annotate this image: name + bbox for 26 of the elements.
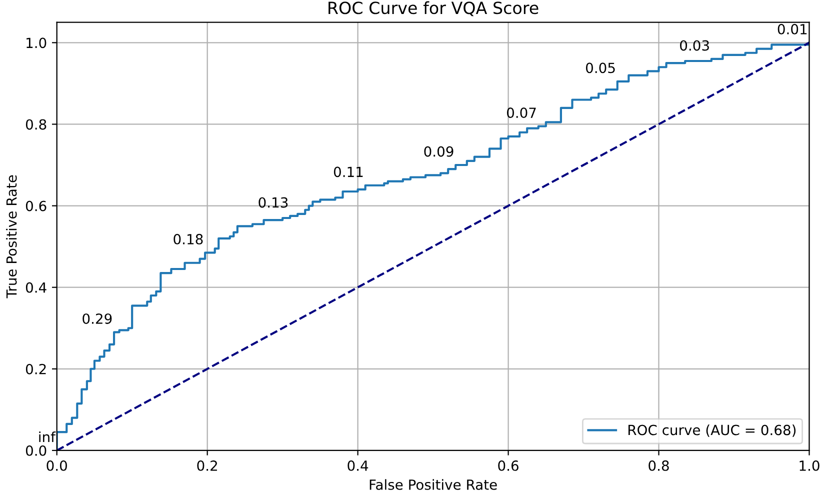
y-tick-label: 0.8 xyxy=(26,119,46,130)
annotation: 0.07 xyxy=(506,108,536,118)
x-tick-label: 1.0 xyxy=(800,460,820,471)
y-tick-label: 0.6 xyxy=(26,200,46,212)
annotation: 0.03 xyxy=(680,40,709,51)
x-axis-title: False Positive Rate xyxy=(370,479,497,490)
annotation: 0.29 xyxy=(82,313,112,324)
x-tick-label: 0.6 xyxy=(498,460,518,471)
x-tick-label: 0.8 xyxy=(648,460,669,471)
y-tick-label: 0.4 xyxy=(26,282,46,293)
annotation: 0.11 xyxy=(334,166,363,178)
chart-title: ROC Curve for VQA Score xyxy=(328,1,538,16)
y-tick-label: 0.2 xyxy=(26,364,46,374)
annotation: 0.01 xyxy=(778,24,807,34)
x-tick-label: 0.2 xyxy=(197,460,217,471)
annotation: 0.18 xyxy=(174,234,203,244)
x-tick-label: 0.4 xyxy=(348,460,368,471)
annotation: 0.13 xyxy=(258,197,288,208)
annotation: 0.09 xyxy=(424,146,454,157)
x-tick-label: 0.0 xyxy=(46,460,67,471)
y-axis-title: True Positive Rate xyxy=(6,175,17,298)
legend-label: ROC curve (AUC = 0.68) xyxy=(628,424,796,437)
annotation: 0.05 xyxy=(586,62,615,74)
y-tick-label: 1.0 xyxy=(26,38,46,48)
y-tick-label: 0.0 xyxy=(26,445,46,456)
annotation: inf xyxy=(39,431,56,442)
